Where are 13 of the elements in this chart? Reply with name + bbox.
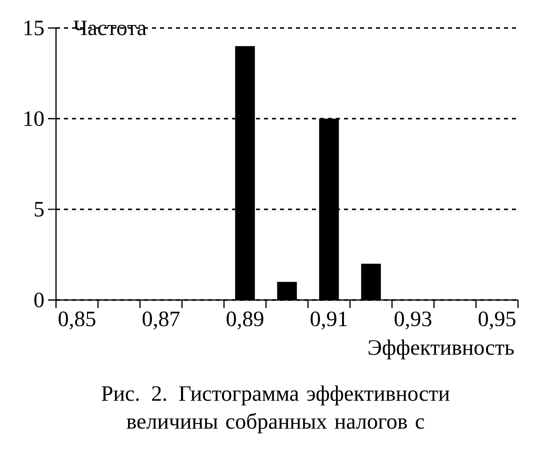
x-tick-label: 0,91 xyxy=(310,312,347,330)
y-tick-label: 5 xyxy=(34,202,44,217)
x-axis-title: Эффективность xyxy=(368,340,514,360)
x-tick-label: 0,85 xyxy=(58,312,96,330)
x-tick-label: 0,93 xyxy=(394,312,432,330)
y-tick-label: 15 xyxy=(24,20,44,36)
x-tick-label: 0,87 xyxy=(142,312,180,330)
y-tick-label: 10 xyxy=(24,111,44,126)
x-tick-label: 0,89 xyxy=(226,312,264,330)
x-tick-label: 0,95 xyxy=(478,312,516,330)
y-tick-label: 0 xyxy=(34,292,44,308)
y-axis-title: Частота xyxy=(74,20,146,36)
text: Рис. 2. Гистограмма эффективности величины собранных налогов с xyxy=(102,386,450,434)
